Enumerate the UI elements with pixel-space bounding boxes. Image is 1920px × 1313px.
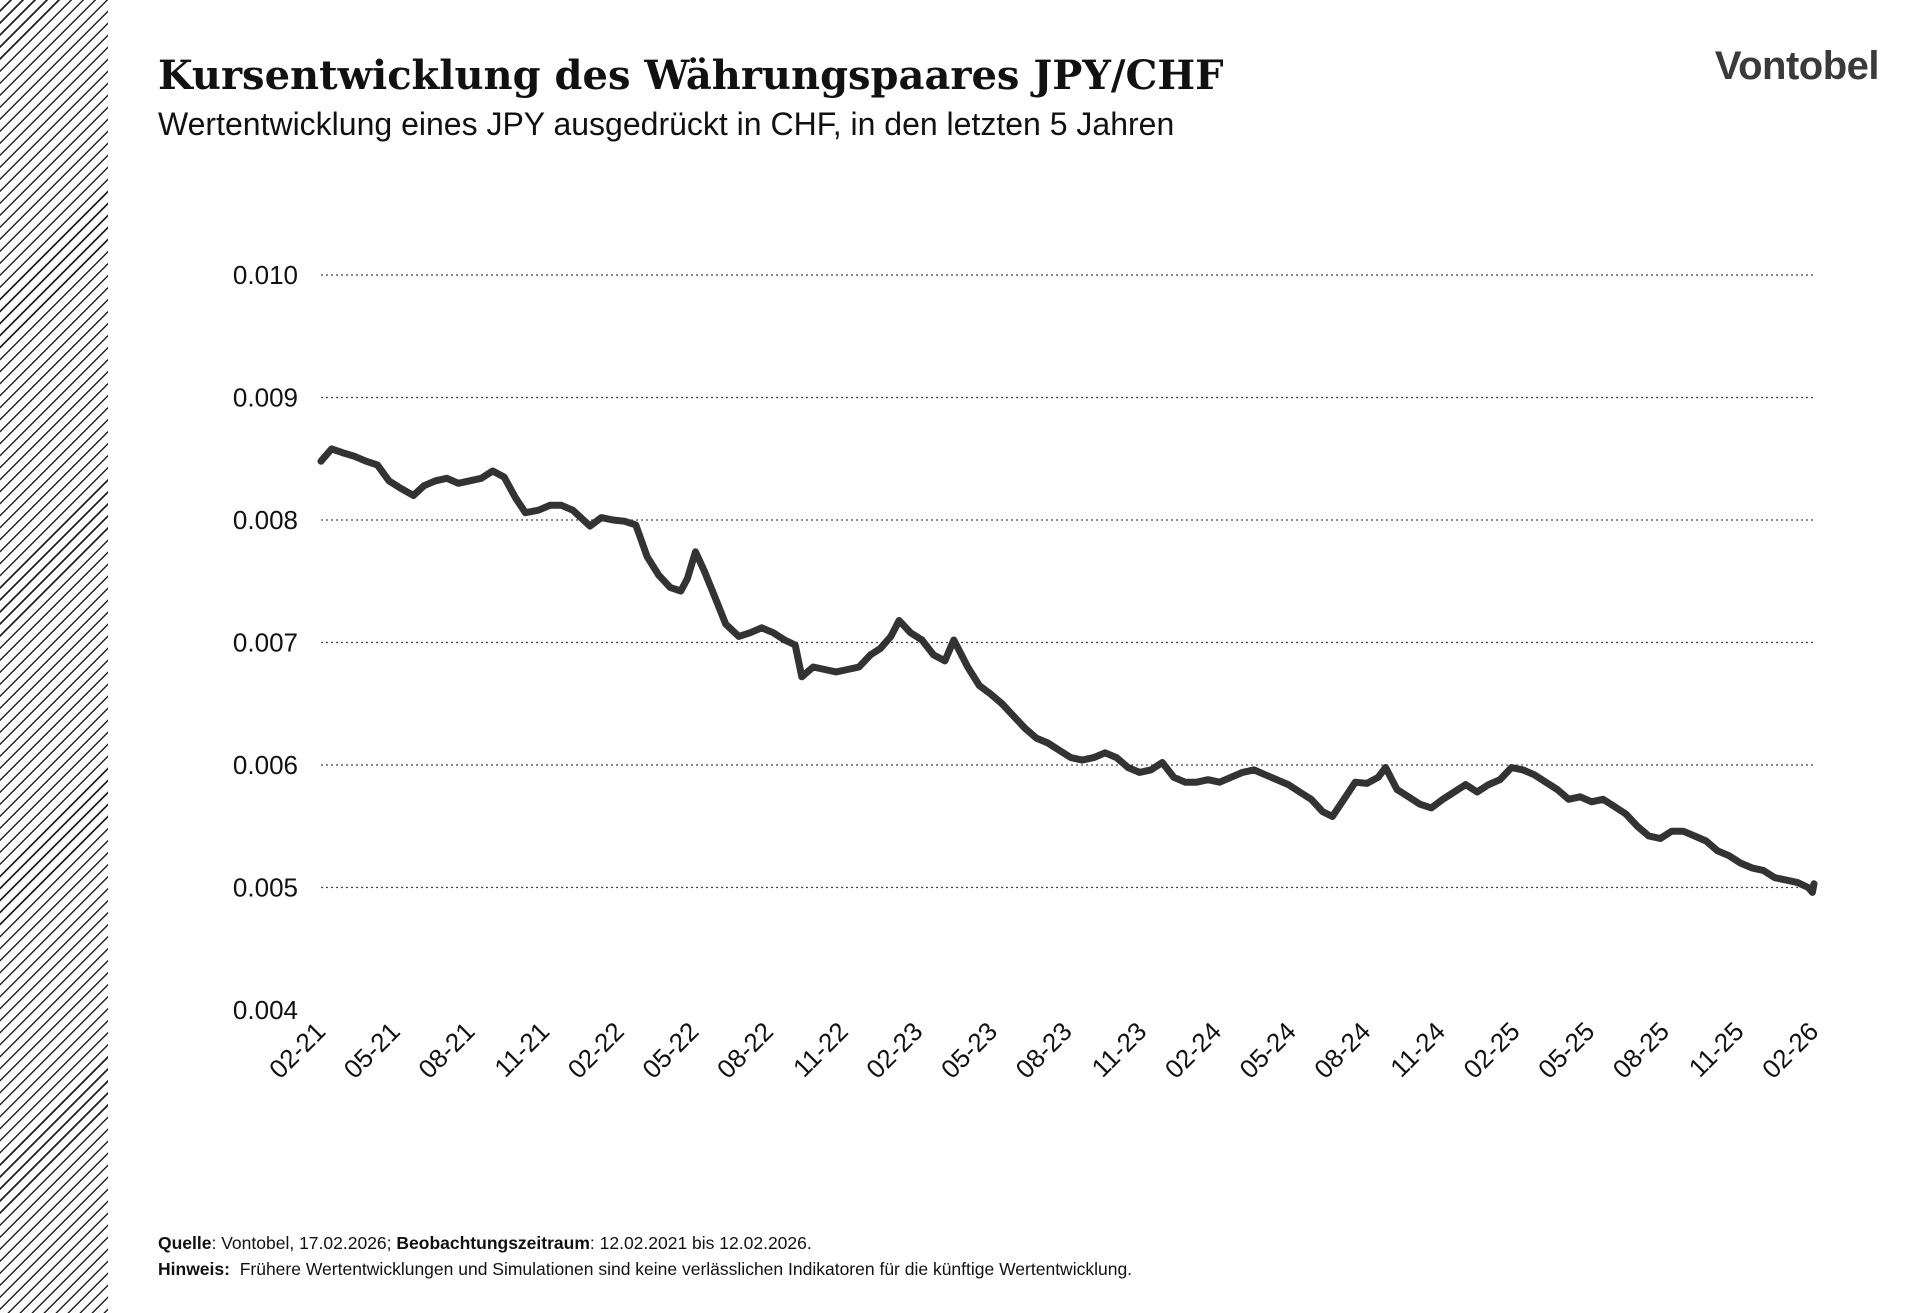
x-tick-label: 08-22 — [711, 1016, 779, 1084]
chart-title: Kursentwicklung des Währungspaares JPY/C… — [158, 52, 1224, 99]
note-label: Hinweis: — [158, 1259, 230, 1279]
hatched-margin-decoration — [0, 0, 108, 1313]
x-tick-label: 11-24 — [1384, 1016, 1451, 1083]
x-tick-label: 02-22 — [562, 1016, 630, 1084]
y-tick-label: 0.007 — [233, 628, 298, 658]
x-tick-label: 08-21 — [412, 1016, 480, 1084]
x-tick-label: 02-24 — [1159, 1016, 1227, 1084]
series-layer — [317, 445, 1818, 896]
y-tick-label: 0.004 — [233, 995, 298, 1025]
x-tick-label: 05-23 — [935, 1016, 1003, 1084]
chart-footer: Quelle: Vontobel, 17.02.2026; Beobachtun… — [158, 1230, 1132, 1282]
series-line-jpy-chf — [317, 445, 1818, 896]
x-tick-label: 02-26 — [1756, 1016, 1824, 1084]
grid-lines — [321, 274, 1814, 889]
x-tick-label: 02-25 — [1457, 1016, 1525, 1084]
period-label: Beobachtungszeitraum — [396, 1233, 590, 1253]
x-axis-tick-labels: 02-21 05-21 08-21 11-21 02-22 05-22 08-22 11-22… — [263, 1016, 1824, 1084]
y-tick-label: 0.006 — [233, 750, 298, 780]
chart-subtitle: Wertentwicklung eines JPY ausgedrückt in… — [158, 106, 1175, 142]
source-text: : Vontobel, 17.02.2026; — [211, 1233, 397, 1253]
note-line: Hinweis: Frühere Wertentwicklungen und S… — [158, 1256, 1132, 1282]
x-tick-label: 08-24 — [1308, 1016, 1376, 1084]
x-tick-label: 11-25 — [1683, 1016, 1750, 1083]
y-tick-label: 0.005 — [233, 873, 298, 903]
note-text: Frühere Wertentwicklungen und Simulation… — [239, 1259, 1133, 1279]
source-line: Quelle: Vontobel, 17.02.2026; Beobachtun… — [158, 1230, 1132, 1256]
source-label: Quelle — [158, 1233, 212, 1253]
x-tick-label: 02-21 — [263, 1016, 331, 1084]
period-text: : 12.02.2021 bis 12.02.2026. — [589, 1233, 812, 1253]
x-tick-label: 11-22 — [787, 1016, 854, 1083]
y-tick-label: 0.010 — [233, 260, 298, 290]
vontobel-logo: Vontobel — [1714, 44, 1880, 88]
x-tick-label: 11-23 — [1086, 1016, 1153, 1083]
x-tick-label: 08-25 — [1607, 1016, 1675, 1084]
y-tick-label: 0.008 — [233, 505, 298, 535]
y-tick-label: 0.009 — [233, 383, 298, 413]
x-tick-label: 05-21 — [338, 1016, 406, 1084]
x-tick-label: 05-25 — [1532, 1016, 1600, 1084]
x-tick-label: 02-23 — [860, 1016, 928, 1084]
x-tick-label: 05-22 — [636, 1016, 704, 1084]
x-tick-label: 05-24 — [1233, 1016, 1301, 1084]
x-tick-label: 11-21 — [488, 1016, 555, 1083]
y-axis-tick-labels: 0.010 0.009 0.008 0.007 0.006 0.005 0.004 — [233, 260, 298, 1025]
x-tick-label: 08-23 — [1010, 1016, 1078, 1084]
